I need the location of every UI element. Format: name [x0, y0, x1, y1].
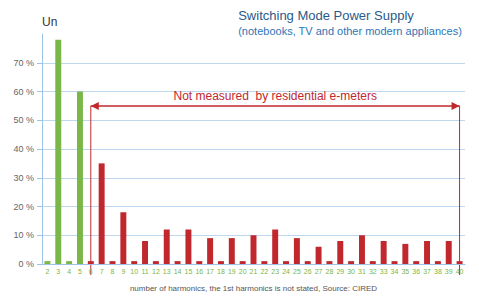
svg-text:Switching Mode Power Supply: Switching Mode Power Supply [238, 8, 414, 23]
svg-text:35: 35 [401, 268, 409, 275]
svg-text:40: 40 [456, 268, 464, 275]
svg-text:11: 11 [141, 268, 148, 275]
svg-text:10 %: 10 % [13, 230, 34, 240]
svg-text:13: 13 [163, 268, 171, 275]
svg-text:Not measured by residential e: Not measured by residential e-meters [173, 89, 376, 103]
svg-text:39: 39 [445, 268, 453, 275]
svg-text:22: 22 [260, 268, 268, 275]
svg-text:17: 17 [206, 268, 214, 275]
svg-text:(notebooks, TV and other moder: (notebooks, TV and other modern applianc… [238, 25, 462, 37]
svg-text:26: 26 [304, 268, 312, 275]
svg-text:0 %: 0 % [18, 259, 34, 269]
svg-text:23: 23 [271, 268, 279, 275]
svg-text:20: 20 [239, 268, 247, 275]
svg-text:27: 27 [315, 268, 323, 275]
svg-text:18: 18 [217, 268, 225, 275]
svg-text:40 %: 40 % [13, 144, 34, 154]
svg-text:70 %: 70 % [13, 58, 34, 68]
svg-text:4: 4 [67, 268, 71, 275]
svg-text:60 %: 60 % [13, 87, 34, 97]
svg-text:14: 14 [174, 268, 182, 275]
svg-text:30: 30 [347, 268, 355, 275]
svg-text:34: 34 [391, 268, 399, 275]
svg-text:2: 2 [45, 268, 49, 275]
svg-text:31: 31 [358, 268, 366, 275]
svg-text:15: 15 [185, 268, 193, 275]
svg-text:5: 5 [78, 268, 82, 275]
svg-text:6: 6 [89, 268, 93, 275]
svg-text:37: 37 [423, 268, 431, 275]
svg-text:36: 36 [412, 268, 420, 275]
svg-text:10: 10 [130, 268, 138, 275]
svg-text:8: 8 [111, 268, 115, 275]
svg-text:9: 9 [121, 268, 125, 275]
svg-text:50 %: 50 % [13, 115, 34, 125]
svg-text:21: 21 [250, 268, 258, 275]
svg-text:30 %: 30 % [13, 173, 34, 183]
svg-text:number of harmonics, the 1st h: number of harmonics, the 1st harmonics i… [130, 284, 377, 293]
svg-text:38: 38 [434, 268, 442, 275]
svg-text:25: 25 [293, 268, 301, 275]
svg-text:19: 19 [228, 268, 236, 275]
svg-text:3: 3 [56, 268, 60, 275]
svg-text:7: 7 [100, 268, 104, 275]
svg-text:Un: Un [42, 15, 57, 29]
svg-text:32: 32 [369, 268, 377, 275]
svg-text:29: 29 [336, 268, 344, 275]
svg-text:12: 12 [152, 268, 160, 275]
svg-text:24: 24 [282, 268, 290, 275]
svg-text:28: 28 [326, 268, 334, 275]
svg-text:33: 33 [380, 268, 388, 275]
svg-text:16: 16 [195, 268, 203, 275]
svg-text:20 %: 20 % [13, 202, 34, 212]
